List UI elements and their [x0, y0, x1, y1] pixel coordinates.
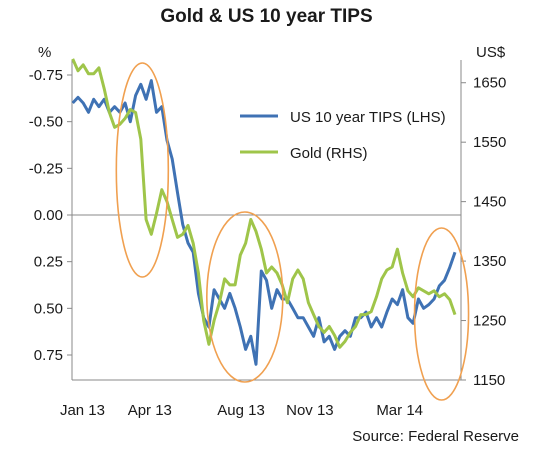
- legend-label-gold: Gold (RHS): [290, 145, 368, 162]
- source-note: Source: Federal Reserve: [352, 428, 519, 445]
- right-tick-label: 1650: [473, 75, 506, 92]
- left-axis-unit: %: [38, 44, 52, 61]
- highlight-ellipse: [115, 62, 170, 278]
- left-tick-label: 0.25: [34, 254, 63, 271]
- x-tick-label: Mar 14: [376, 402, 423, 419]
- right-tick-label: 1150: [473, 372, 505, 389]
- left-tick-label: -0.25: [29, 160, 63, 177]
- left-tick-label: 0.00: [34, 207, 63, 224]
- highlight-ellipse: [413, 227, 470, 401]
- left-tick-label: -0.75: [29, 67, 63, 84]
- right-tick-label: 1550: [473, 134, 506, 151]
- right-tick-label: 1250: [473, 313, 506, 330]
- left-tick-label: -0.50: [29, 114, 63, 131]
- chart-title: Gold & US 10 year TIPS: [160, 6, 373, 27]
- right-tick-label: 1350: [473, 253, 506, 270]
- x-tick-label: Jan 13: [60, 402, 105, 419]
- x-tick-label: Nov 13: [286, 402, 334, 419]
- gold-series-line: [71, 58, 457, 349]
- left-tick-label: 0.75: [34, 347, 63, 364]
- tips-series-line: [71, 79, 457, 366]
- x-tick-label: Aug 13: [217, 402, 265, 419]
- highlight-ellipse: [206, 211, 284, 383]
- left-tick-label: 0.50: [34, 300, 63, 317]
- right-tick-label: 1450: [473, 194, 506, 211]
- x-tick-label: Apr 13: [128, 402, 172, 419]
- right-axis-unit: US$: [476, 44, 506, 61]
- legend-label-tips: US 10 year TIPS (LHS): [290, 109, 446, 126]
